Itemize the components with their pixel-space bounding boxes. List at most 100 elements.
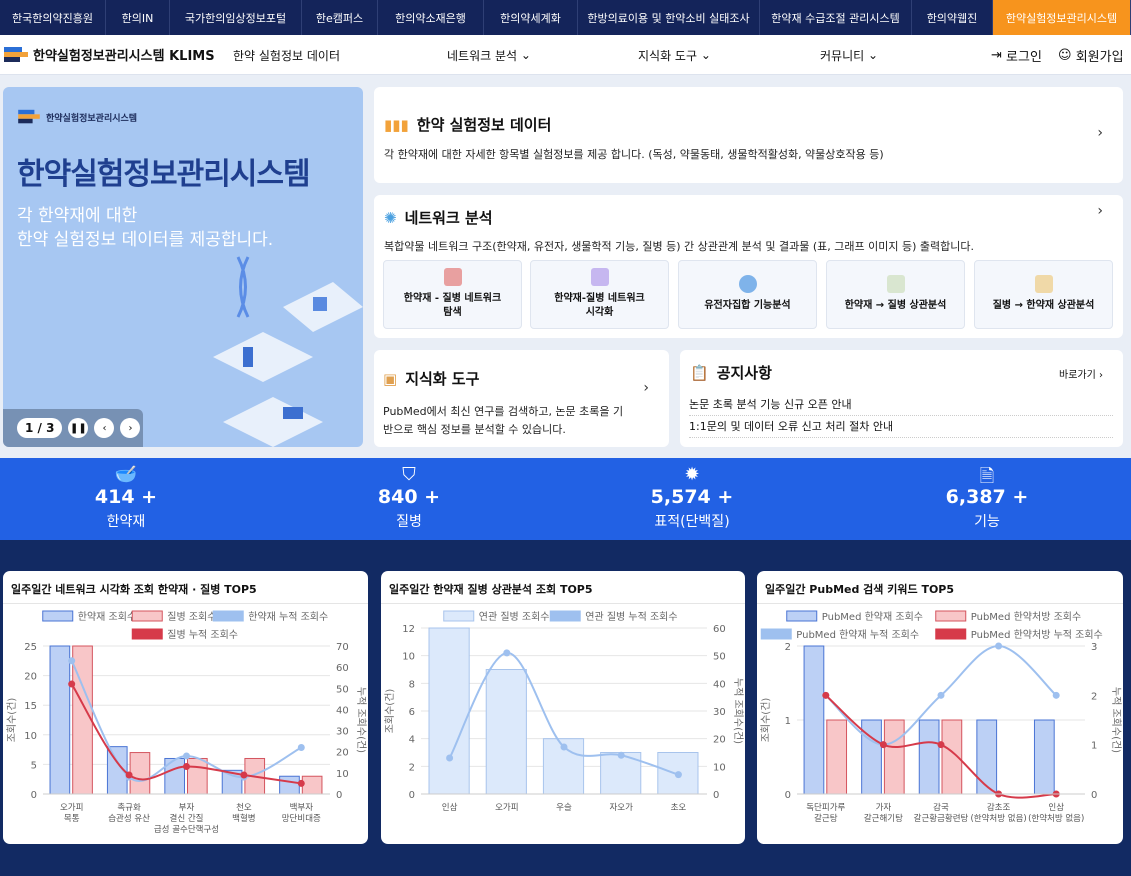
site-link[interactable]: 국가한의임상정보포털 (170, 0, 302, 35)
card-description: 각 한약재에 대한 자세한 항목별 실험정보를 제공 합니다. (독성, 약물동… (384, 148, 884, 161)
tile-label: 탐색 (443, 307, 462, 318)
data-point (674, 771, 682, 779)
x-tick-label: 오가피 (495, 803, 518, 813)
shield-doc-icon (886, 275, 905, 293)
experiment-data-card[interactable]: ▮▮▮ 한약 실험정보 데이터 각 한약재에 대한 자세한 항목별 실험정보를 제… (374, 87, 1123, 183)
y-tick-label: 0 (785, 790, 791, 801)
chevron-down-icon: ⌄ (697, 48, 711, 62)
chevron-down-icon: ⌄ (517, 48, 531, 62)
x-tick-label: (한약처방 없음) (1028, 813, 1084, 824)
pause-button[interactable]: ❚❚ (68, 418, 89, 438)
bar (803, 645, 825, 795)
legend-swatch (212, 610, 244, 622)
x-tick-label: 목통 (64, 814, 80, 824)
legend-label: 한약재 조회수 (78, 611, 136, 623)
x-tick-label: 백부자 (290, 802, 314, 813)
logo[interactable]: 한약실험정보관리시스템 KLIMS (4, 45, 215, 64)
y2-tick-label: 0 (713, 790, 719, 801)
bar (279, 775, 300, 795)
stat-label: 기능 (974, 514, 1000, 530)
nav-network[interactable]: 네트워크 분석 ⌄ (447, 35, 531, 75)
stat-label: 한약재 (106, 514, 146, 530)
y2-tick-label: 30 (713, 707, 726, 718)
y-tick-label: 0 (31, 790, 37, 801)
site-link[interactable]: 한의약웹진 (912, 0, 993, 35)
site-link[interactable]: 한국한의약진흥원 (0, 0, 106, 35)
site-link-active[interactable]: 한약실험정보관리시스템 (993, 0, 1131, 35)
y-tick-label: 2 (785, 642, 791, 653)
tile-herb-disease-network-visualize[interactable]: 한약재-질병 네트워크 시각화 (530, 260, 669, 329)
x-tick-label: 초오 (671, 803, 687, 813)
chart-title: 일주일간 네트워크 시각화 조회 한약재 · 질병 TOP5 (3, 571, 368, 604)
x-tick-label: 감초조 (987, 802, 1011, 813)
nav-data[interactable]: 한약 실험정보 데이터 (233, 35, 340, 75)
notice-more-link[interactable]: 바로가기 › (1059, 370, 1103, 381)
notice-item[interactable]: 논문 초록 분석 기능 신규 오픈 안내 (689, 394, 1113, 416)
y-tick-label: 4 (409, 735, 415, 746)
x-tick-label: 갈근해기탕 (864, 813, 903, 824)
x-tick-label: 갈근황금황련탕 (914, 813, 969, 824)
legend-swatch (42, 610, 74, 622)
chart-title: 일주일간 한약재 질병 상관분석 조회 TOP5 (381, 571, 745, 604)
tile-disease-to-herb[interactable]: 질병 → 한약재 상관분석 (974, 260, 1113, 329)
hero-title: 한약실험정보관리시스템 (17, 157, 311, 192)
x-tick-label: 독단피가루 (806, 802, 845, 813)
tile-herb-to-disease[interactable]: 한약재 → 질병 상관분석 (826, 260, 965, 329)
bar (301, 775, 323, 795)
x-tick-label: 부자 (179, 803, 195, 813)
stat-value: 840 + (377, 486, 441, 508)
next-button[interactable]: › (120, 418, 141, 438)
login-link[interactable]: ⇥ 로그인 (991, 35, 1042, 75)
site-link[interactable]: 한약재 수급조절 관리시스템 (760, 0, 912, 35)
card-description: 복합약물 네트워크 구조(한약재, 유전자, 생물학적 기능, 질병 등) 간 … (384, 240, 974, 253)
y2-tick-label: 1 (1091, 741, 1097, 752)
nav-label: 지식화 도구 (638, 48, 698, 63)
x-tick-label: 천오 (236, 802, 252, 813)
desc-line: 반으로 핵심 정보를 분석할 수 있습니다. (383, 423, 566, 436)
bar (428, 627, 470, 795)
more-label: 바로가기 (1059, 370, 1096, 381)
knowledge-tool-card[interactable]: ▣ 지식화 도구 › PubMed에서 최신 연구를 검색하고, 논문 초록을 기… (374, 350, 669, 447)
chevron-right-icon[interactable]: › (1097, 203, 1103, 219)
stat-herbs: 🥣 414 + 한약재 (26, 458, 226, 531)
chevron-right-icon[interactable]: › (1097, 125, 1103, 141)
stat-label: 질병 (396, 514, 422, 530)
nav-knowledge[interactable]: 지식화 도구 ⌄ (638, 35, 711, 75)
site-link[interactable]: 한e캠퍼스 (302, 0, 378, 35)
site-link[interactable]: 한의IN (106, 0, 170, 35)
data-point (560, 743, 568, 751)
y-tick-label: 12 (402, 624, 415, 635)
x-tick-label: 습관성 유산 (108, 813, 150, 824)
site-link[interactable]: 한방의료이용 및 한약소비 실태조사 (578, 0, 760, 35)
hero-brand-text: 한약실험정보관리시스템 (46, 113, 138, 124)
legend-swatch (935, 628, 967, 640)
prev-button[interactable]: ‹ (94, 418, 115, 438)
y2-axis-label: 누적 조회수(건) (1110, 687, 1122, 753)
site-link[interactable]: 한의약세계화 (484, 0, 578, 35)
chevron-right-icon[interactable]: › (643, 380, 649, 396)
card-description: PubMed에서 최신 연구를 검색하고, 논문 초록을 기 반으로 핵심 정보를… (383, 403, 623, 439)
y2-tick-label: 40 (336, 705, 349, 716)
nav-community[interactable]: 커뮤니티 ⌄ (820, 35, 878, 75)
x-tick-label: 갈근탕 (814, 813, 838, 824)
nav-label: 네트워크 분석 (447, 48, 518, 63)
site-link[interactable]: 한의약소재은행 (378, 0, 484, 35)
tile-label: 질병 → 한약재 상관분석 (992, 300, 1095, 311)
bar (1033, 719, 1055, 795)
tile-gene-set-analysis[interactable]: 유전자집합 기능분석 (678, 260, 817, 329)
signup-link[interactable]: ☺ 회원가입 (1058, 35, 1124, 75)
stats-band: 🥣 414 + 한약재 ⛉ 840 + 질병 ✹ 5,574 + 표적(단백질) 🗎 6,38… (0, 458, 1131, 540)
stat-diseases: ⛉ 840 + 질병 (309, 458, 509, 531)
y2-tick-label: 70 (336, 642, 349, 653)
data-point (822, 691, 830, 699)
x-tick-label: 인삼 (1048, 802, 1064, 813)
data-point (995, 642, 1003, 650)
notice-item[interactable]: 1:1문의 및 데이터 오류 신고 처리 절차 안내 (689, 416, 1113, 438)
page-indicator: 1 / 3 (17, 418, 63, 438)
legend-label: PubMed 한약재 조회수 (822, 611, 923, 623)
stat-targets: ✹ 5,574 + 표적(단백질) (592, 458, 792, 531)
lab-illustration (213, 256, 363, 447)
y2-tick-label: 40 (713, 679, 726, 690)
tile-label: 한약재 - 질병 네트워크 (403, 293, 502, 304)
